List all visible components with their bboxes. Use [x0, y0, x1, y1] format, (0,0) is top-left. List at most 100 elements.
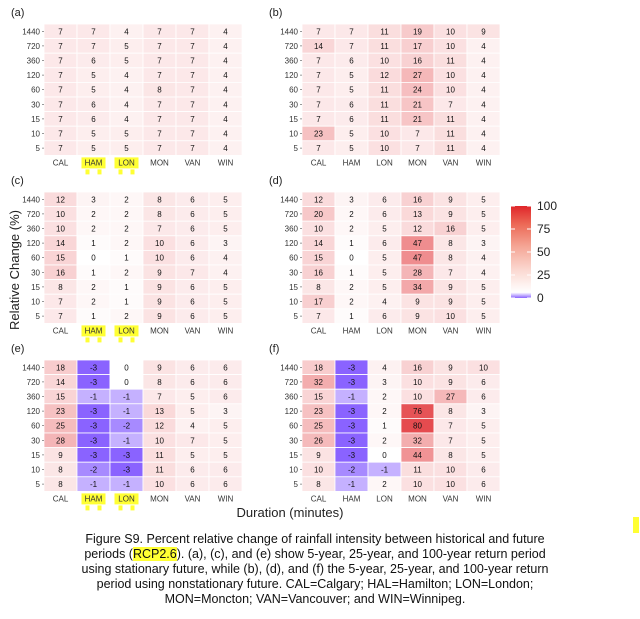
cell-value-label: 7	[58, 100, 63, 109]
cell-value-label: 4	[223, 57, 228, 66]
y-axis-title: Relative Change (%)	[7, 210, 22, 330]
cell-value-label: 2	[124, 225, 129, 234]
cell-value-label: 10	[446, 71, 455, 80]
cell-value-label: 0	[91, 254, 96, 263]
cell-value-label: 6	[190, 298, 195, 307]
cell-value-label: 5	[382, 254, 387, 263]
cell-value-label: 21	[413, 115, 422, 124]
cell-value-label: 1	[349, 312, 354, 321]
cell-value-label: 7	[316, 71, 321, 80]
cell-value-label: 3	[382, 378, 387, 387]
cell-value-label: 10	[314, 225, 323, 234]
cell-value-label: 5	[124, 42, 129, 51]
cell-value-label: 6	[481, 378, 486, 387]
x-tick-label: CAL	[53, 494, 69, 503]
cell-value-label: 12	[380, 71, 389, 80]
y-tick-label: 15	[31, 451, 40, 460]
caption-line-5: MON=Moncton; VAN=Vancouver; and WIN=Winn…	[164, 592, 466, 606]
colorbar-tick-label: 25	[537, 268, 551, 282]
tick-highlight-mark	[97, 169, 102, 175]
cell-value-label: 9	[448, 298, 453, 307]
cell-value-label: 6	[481, 393, 486, 402]
cell-value-label: 3	[349, 195, 354, 204]
cell-value-label: 23	[56, 407, 65, 416]
x-tick-label: HAM	[85, 494, 103, 503]
cell-value-label: 28	[56, 436, 65, 445]
cell-value-label: 6	[223, 480, 228, 489]
tick-highlight-mark	[97, 505, 102, 511]
x-tick-label: WIN	[476, 326, 492, 335]
cell-value-label: 10	[380, 144, 389, 153]
cell-value-label: 5	[481, 451, 486, 460]
cell-value-label: 2	[91, 225, 96, 234]
cell-value-label: 24	[413, 86, 422, 95]
cell-value-label: 7	[157, 100, 162, 109]
y-tick-label: 10	[31, 466, 40, 475]
cell-value-label: 6	[382, 312, 387, 321]
caption-line-2: periods (RCP2.6). (a), (c), and (e) show…	[10, 547, 620, 562]
cell-value-label: 7	[58, 115, 63, 124]
cell-value-label: 9	[157, 363, 162, 372]
cell-value-label: 5	[223, 283, 228, 292]
cell-value-label: 11	[413, 466, 422, 475]
y-tick-label: 15	[289, 451, 298, 460]
y-tick-label: 15	[31, 115, 40, 124]
tick-highlight-mark	[130, 505, 135, 511]
heatmap-cell	[208, 476, 243, 492]
cell-value-label: 3	[481, 407, 486, 416]
cell-value-label: 11	[446, 115, 455, 124]
cell-value-label: 15	[314, 254, 323, 263]
y-tick-label: 10	[289, 298, 298, 307]
x-tick-label: VAN	[443, 326, 459, 335]
cell-value-label: 5	[190, 451, 195, 460]
cell-value-label: -3	[90, 378, 98, 387]
cell-value-label: -1	[123, 480, 131, 489]
cell-value-label: 5	[190, 407, 195, 416]
y-tick-label: 10	[31, 130, 40, 139]
y-tick-label: 5	[294, 312, 299, 321]
cell-value-label: 4	[223, 27, 228, 36]
y-tick-label: 360	[285, 57, 299, 66]
y-tick-label: 720	[285, 210, 299, 219]
y-tick-label: 10	[31, 298, 40, 307]
tick-highlight-mark	[118, 505, 123, 511]
cell-value-label: 27	[413, 71, 422, 80]
cell-value-label: 4	[124, 115, 129, 124]
cell-value-label: 6	[349, 57, 354, 66]
x-axis-title: Duration (minutes)	[237, 505, 344, 520]
y-tick-label: 1440	[280, 195, 298, 204]
y-tick-label: 1440	[22, 27, 40, 36]
caption-line-1: Figure S9. Percent relative change of ra…	[85, 532, 545, 546]
tick-highlight	[114, 493, 139, 505]
cell-value-label: 1	[91, 239, 96, 248]
cell-value-label: 4	[223, 130, 228, 139]
cell-value-label: 10	[413, 393, 422, 402]
y-tick-label: 5	[36, 312, 41, 321]
cell-value-label: 10	[479, 363, 488, 372]
heatmap-cell	[466, 476, 501, 492]
cell-value-label: 7	[58, 86, 63, 95]
cell-value-label: 7	[316, 27, 321, 36]
cell-value-label: 21	[413, 100, 422, 109]
cell-value-label: 1	[124, 298, 129, 307]
cell-value-label: 5	[481, 283, 486, 292]
cell-value-label: 20	[314, 210, 323, 219]
cell-value-label: 4	[481, 42, 486, 51]
cell-value-label: -3	[348, 451, 356, 460]
cell-value-label: 7	[190, 27, 195, 36]
cell-value-label: 4	[382, 298, 387, 307]
cell-value-label: 6	[223, 363, 228, 372]
y-tick-label: 720	[27, 378, 41, 387]
y-tick-label: 120	[27, 407, 41, 416]
cell-value-label: 34	[413, 283, 422, 292]
cell-value-label: 5	[223, 298, 228, 307]
cell-value-label: -3	[348, 363, 356, 372]
y-tick-label: 5	[36, 480, 41, 489]
x-tick-label: LON	[376, 494, 393, 503]
cell-value-label: 11	[155, 451, 164, 460]
cell-value-label: 11	[446, 130, 455, 139]
cell-value-label: 0	[124, 378, 129, 387]
cell-value-label: -3	[90, 436, 98, 445]
cell-value-label: 4	[481, 144, 486, 153]
